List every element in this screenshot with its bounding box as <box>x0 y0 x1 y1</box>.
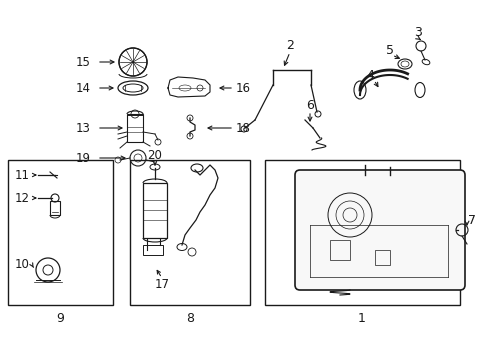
Bar <box>142 183 167 238</box>
Text: 15: 15 <box>76 55 90 68</box>
Text: 9: 9 <box>56 312 64 325</box>
Text: 18: 18 <box>236 122 250 135</box>
Text: 11: 11 <box>15 168 29 181</box>
FancyBboxPatch shape <box>294 170 464 290</box>
Bar <box>130 160 249 305</box>
Text: 4: 4 <box>366 68 373 81</box>
Text: 12: 12 <box>15 192 29 204</box>
Bar <box>127 114 142 142</box>
Text: 2: 2 <box>285 39 293 51</box>
Text: 13: 13 <box>76 122 90 135</box>
Text: 19: 19 <box>75 152 90 165</box>
Bar <box>142 245 163 255</box>
Text: 14: 14 <box>75 81 90 95</box>
Text: 7: 7 <box>467 213 475 226</box>
Bar <box>8 160 113 305</box>
Text: 20: 20 <box>147 149 162 162</box>
Text: 6: 6 <box>305 99 313 112</box>
Text: 1: 1 <box>357 312 365 325</box>
Bar <box>329 240 349 260</box>
Text: 5: 5 <box>385 44 393 57</box>
Text: 3: 3 <box>413 26 421 39</box>
Text: 10: 10 <box>15 258 29 271</box>
Bar <box>374 250 389 265</box>
Text: 17: 17 <box>154 279 169 292</box>
Bar <box>264 160 459 305</box>
Text: 16: 16 <box>236 81 250 95</box>
Text: 8: 8 <box>185 312 194 325</box>
Bar <box>50 201 60 215</box>
